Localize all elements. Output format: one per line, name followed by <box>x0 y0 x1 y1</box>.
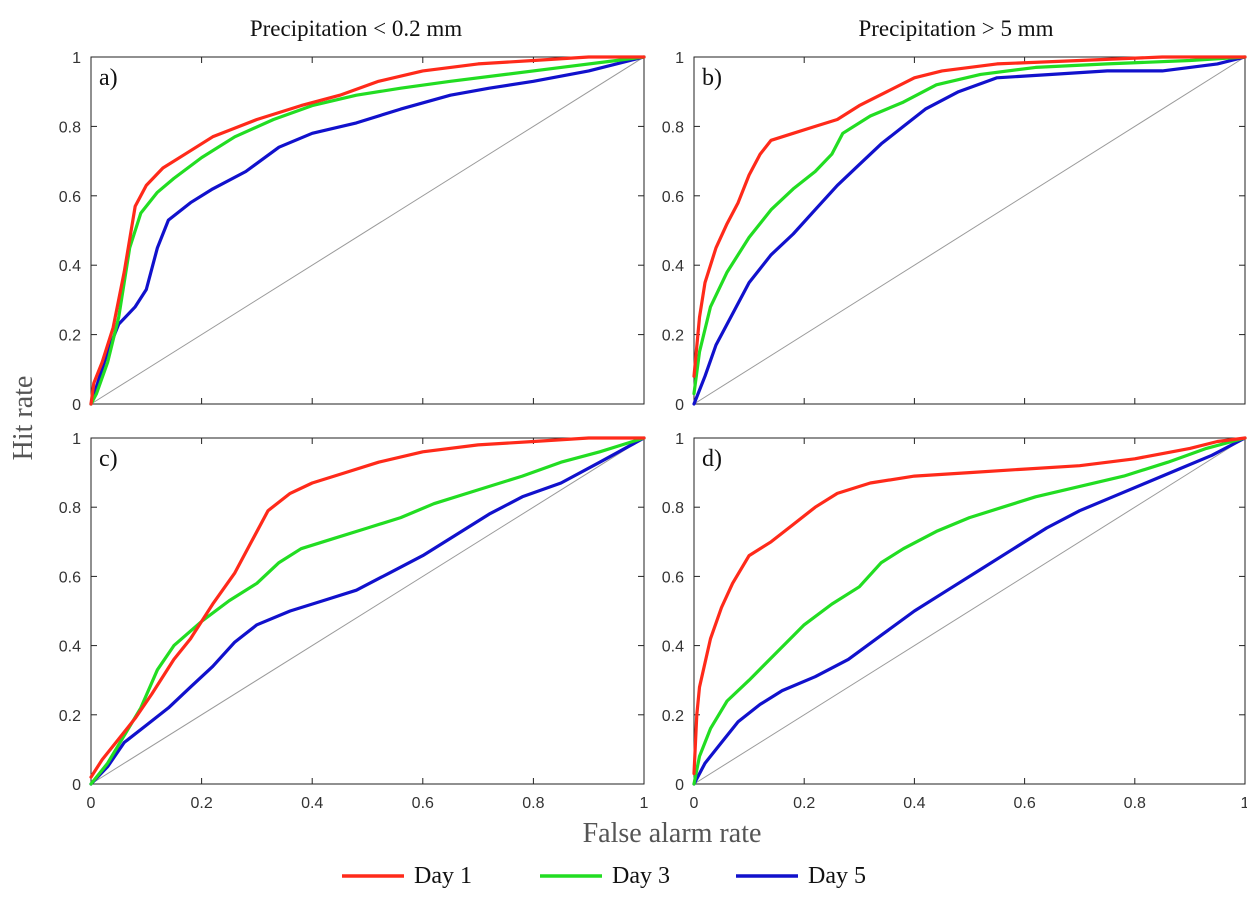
y-tick-label: 0.8 <box>59 500 81 517</box>
reference-diagonal <box>693 56 1246 405</box>
panel-label: d) <box>702 446 722 472</box>
y-tick-label: 0.8 <box>662 500 684 517</box>
x-tick-label: 0.4 <box>903 795 925 812</box>
panel-label: a) <box>99 65 118 91</box>
series-line-day-5 <box>692 436 1247 786</box>
legend-label: Day 3 <box>612 863 670 889</box>
y-tick-label: 0 <box>675 397 684 414</box>
y-tick-label: 0.4 <box>662 258 684 275</box>
y-tick-label: 0.2 <box>59 708 81 725</box>
y-tick-label: 0 <box>72 777 81 794</box>
y-tick-label: 0.8 <box>59 119 81 136</box>
reference-diagonal <box>693 437 1246 785</box>
x-tick-label: 0.6 <box>1013 795 1035 812</box>
legend: Day 1 Day 3 Day 5 <box>342 863 866 889</box>
x-tick-label: 0.4 <box>301 795 323 812</box>
x-tick-label: 0.8 <box>1124 795 1146 812</box>
y-tick-label: 0.6 <box>59 569 81 586</box>
y-tick-label: 0.8 <box>662 119 684 136</box>
y-tick-label: 1 <box>72 50 81 67</box>
column-title-left: Precipitation < 0.2 mm <box>250 16 462 41</box>
series-line-day-3 <box>89 55 646 406</box>
y-tick-label: 0 <box>72 397 81 414</box>
y-tick-label: 0.4 <box>59 639 81 656</box>
x-tick-label: 0.2 <box>190 795 212 812</box>
legend-label: Day 1 <box>414 863 472 889</box>
x-tick-label: 1 <box>640 795 649 812</box>
y-tick-label: 0.4 <box>662 639 684 656</box>
panel-label: c) <box>99 446 118 472</box>
column-title-right: Precipitation > 5 mm <box>858 16 1053 41</box>
y-tick-label: 0.6 <box>662 569 684 586</box>
series-line-day-5 <box>89 436 646 786</box>
x-tick-label: 0.6 <box>412 795 434 812</box>
x-tick-label: 0.2 <box>793 795 815 812</box>
x-tick-label: 1 <box>1241 795 1247 812</box>
series-line-day-1 <box>692 55 1247 378</box>
legend-item-day-1: Day 1 <box>342 863 472 889</box>
y-tick-label: 0.2 <box>662 708 684 725</box>
legend-item-day-3: Day 3 <box>540 863 670 889</box>
panels: 00.20.40.60.81a)00.20.40.60.81b)0 0.2 0.4 0… <box>59 50 1247 812</box>
series-line-day-5 <box>692 55 1247 406</box>
x-axis-label: False alarm rate <box>583 818 762 849</box>
series-line-day-1 <box>89 55 646 406</box>
y-tick-label: 0 <box>675 777 684 794</box>
x-tick-label: 0.8 <box>522 795 544 812</box>
panel-c: 0 0.2 0.4 0.6 0.8 1 0 0.2 0.4 0.6 0.8 1 c) <box>59 431 649 812</box>
legend-item-day-5: Day 5 <box>736 863 866 889</box>
y-tick-label: 0.6 <box>59 189 81 206</box>
series-line-day-3 <box>692 55 1247 396</box>
y-tick-label: 0.4 <box>59 258 81 275</box>
series-line-day-3 <box>89 436 646 786</box>
y-tick-label: 0.2 <box>59 328 81 345</box>
x-tick-label: 0 <box>87 795 96 812</box>
reference-diagonal <box>90 56 645 405</box>
series-line-day-1 <box>692 436 1247 776</box>
x-tick-label: 0 <box>690 795 699 812</box>
series-line-day-3 <box>692 436 1247 786</box>
y-tick-label: 1 <box>675 431 684 448</box>
y-axis-label: Hit rate <box>8 376 39 461</box>
legend-label: Day 5 <box>808 863 866 889</box>
panel-d: 0 0.2 0.4 0.6 0.8 1 0 0.2 0.4 0.6 0.8 1 d) <box>662 431 1247 812</box>
panel-b: 0 0.2 0.4 0.6 0.8 1 b) <box>662 50 1247 414</box>
panel-a: 0 0.2 0.4 0.6 0.8 1 a) <box>59 50 646 414</box>
series-line-day-5 <box>89 55 646 406</box>
y-tick-label: 1 <box>675 50 684 67</box>
y-tick-label: 0.2 <box>662 328 684 345</box>
series-line-day-1 <box>89 436 646 779</box>
reference-diagonal <box>90 437 645 785</box>
panel-label: b) <box>702 65 722 91</box>
y-tick-label: 0.6 <box>662 189 684 206</box>
y-tick-label: 1 <box>72 431 81 448</box>
